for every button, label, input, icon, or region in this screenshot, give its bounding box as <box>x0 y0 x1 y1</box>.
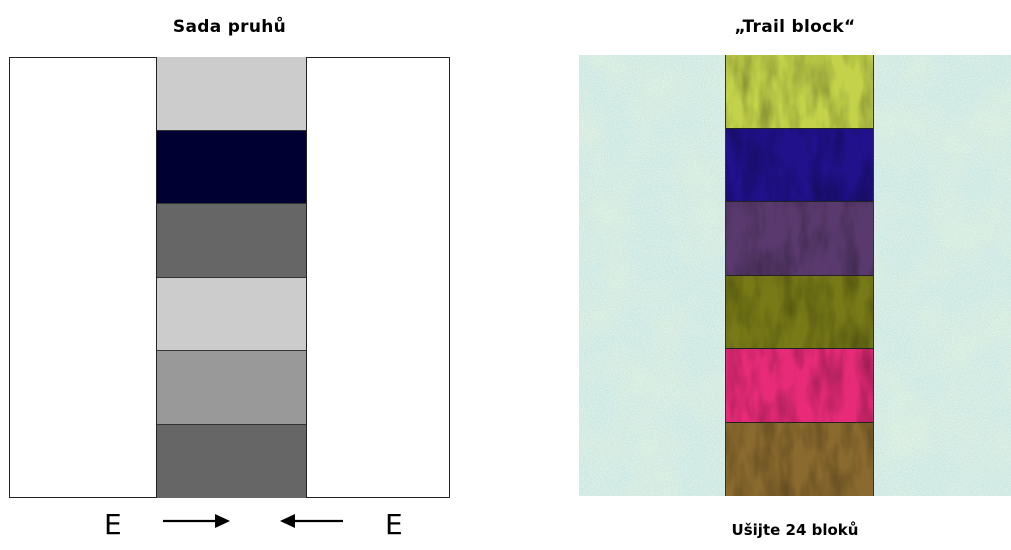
fabric-strip-column <box>725 55 874 496</box>
fabric-segment <box>726 349 873 423</box>
arrow-right-icon <box>163 514 230 528</box>
strip-segment <box>157 424 306 498</box>
strip-segment <box>157 351 306 425</box>
fabric-segment <box>726 422 873 496</box>
left-panel-title: Sada pruhů <box>172 17 287 37</box>
fabric-segment <box>726 55 873 129</box>
strip-segment <box>157 57 306 131</box>
strip-segment <box>157 204 306 278</box>
fabric-segment <box>726 275 873 349</box>
arrow-left-icon <box>280 514 343 528</box>
strip-set-diagram <box>9 57 450 498</box>
right-panel-title: „Trail block“ <box>734 17 856 37</box>
trail-block-image <box>579 55 1011 496</box>
strip-segment <box>157 277 306 351</box>
strip-column <box>156 57 307 498</box>
fabric-segment <box>726 202 873 276</box>
block-count-caption: Ušijte 24 bloků <box>731 521 859 539</box>
strip-segment <box>157 130 306 204</box>
fabric-segment <box>726 128 873 202</box>
edge-label-left: E <box>104 508 122 541</box>
edge-label-right: E <box>385 508 403 541</box>
